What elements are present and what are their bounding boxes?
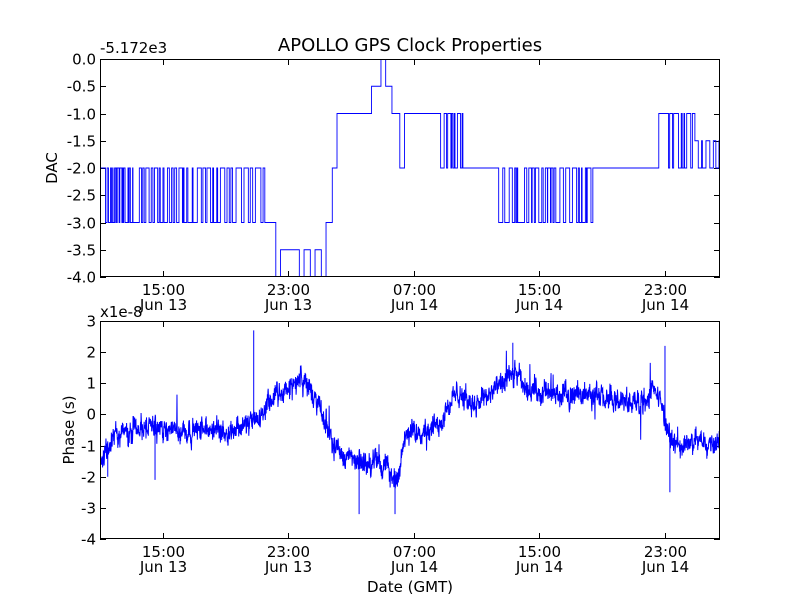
dac-xtick-date-3: Jun 14 (515, 296, 563, 314)
dac-xtick-time-4: 23:00 (644, 281, 687, 299)
dac-xtick-date-0: Jun 13 (139, 296, 187, 314)
chart-title: APOLLO GPS Clock Properties (278, 35, 542, 56)
dac-xtick-time-1: 23:00 (267, 281, 310, 299)
dac-xtick-date-1: Jun 13 (264, 296, 312, 314)
dac-ytick-label-5: -2.5 (67, 187, 96, 205)
dac-series-line (100, 59, 720, 277)
phase-xtick-date-3: Jun 14 (515, 558, 563, 576)
phase-xtick-time-0: 15:00 (142, 543, 185, 561)
dac-ytick-label-4: -2.0 (67, 160, 96, 178)
dac-xtick-time-3: 15:00 (518, 281, 561, 299)
dac-offset-text: -5.172e3 (100, 39, 167, 57)
dac-xtick-time-2: 07:00 (393, 281, 436, 299)
phase-xtick-time-3: 15:00 (518, 543, 561, 561)
dac-xtick-date-2: Jun 14 (390, 296, 438, 314)
phase-ytick-label-0: 3 (86, 313, 96, 331)
phase-xtick-date-0: Jun 13 (139, 558, 187, 576)
dac-xtick-time-0: 15:00 (142, 281, 185, 299)
phase-ylabel: Phase (s) (60, 395, 78, 464)
dac-ylabel: DAC (43, 152, 61, 184)
dac-xtick-date-4: Jun 14 (641, 296, 689, 314)
phase-y-ticks: 3 2 1 0 -1 -2 -3 -4 (81, 313, 720, 549)
phase-ytick-label-2: 1 (86, 375, 96, 393)
dac-ytick-label-0: 0.0 (72, 51, 96, 69)
dac-plot-area (100, 59, 720, 277)
dac-ytick-label-8: -4.0 (67, 269, 96, 287)
dac-panel: -5.172e3 DAC 0.0 -0.5 -1.0 -1.5 -2.0 -2.5 -3.0… (43, 39, 720, 314)
phase-xtick-time-1: 23:00 (267, 543, 310, 561)
phase-ytick-label-5: -2 (81, 469, 96, 487)
dac-y-ticks: 0.0 -0.5 -1.0 -1.5 -2.0 -2.5 -3.0 -3.5 -4.0 (67, 51, 720, 287)
phase-ytick-label-6: -3 (81, 500, 96, 518)
phase-ytick-label-4: -1 (81, 438, 96, 456)
dac-ytick-label-1: -0.5 (67, 78, 96, 96)
phase-xtick-date-4: Jun 14 (641, 558, 689, 576)
phase-xlabel: Date (GMT) (367, 578, 453, 596)
dac-ytick-label-7: -3.5 (67, 242, 96, 260)
phase-series-line (100, 330, 720, 515)
phase-offset-text: x1e-8 (100, 303, 143, 321)
dac-ytick-label-2: -1.0 (67, 106, 96, 124)
dac-ytick-label-3: -1.5 (67, 133, 96, 151)
phase-xtick-time-4: 23:00 (644, 543, 687, 561)
phase-xtick-date-1: Jun 13 (264, 558, 312, 576)
phase-ytick-label-7: -4 (81, 531, 96, 549)
phase-axes-frame (100, 321, 720, 539)
phase-xtick-time-2: 07:00 (393, 543, 436, 561)
phase-plot-area (100, 330, 720, 515)
phase-ytick-label-3: 0 (86, 406, 96, 424)
phase-xtick-date-2: Jun 14 (390, 558, 438, 576)
dac-ytick-label-6: -3.0 (67, 215, 96, 233)
phase-ytick-label-1: 2 (86, 344, 96, 362)
dac-axes-frame (100, 59, 720, 277)
